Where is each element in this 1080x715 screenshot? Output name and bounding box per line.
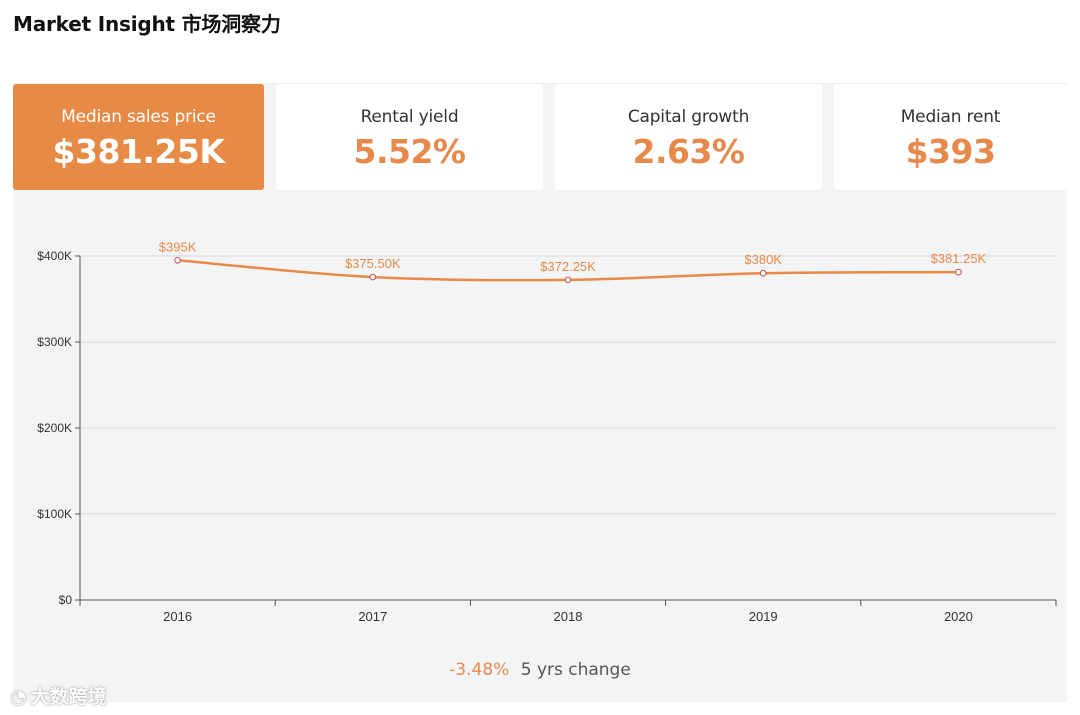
y-tick-label: $200K: [37, 421, 72, 435]
page-title: Market Insight 市场洞察力: [13, 12, 281, 36]
data-label: $380K: [744, 252, 782, 267]
change-value: -3.48%: [449, 660, 510, 680]
y-tick-label: $0: [59, 593, 73, 607]
data-label: $372.25K: [540, 259, 596, 274]
x-tick-label: 2020: [944, 609, 973, 624]
divider: [13, 83, 1067, 84]
card-rental-yield[interactable]: Rental yield 5.52%: [276, 84, 543, 190]
y-tick-label: $100K: [37, 507, 72, 521]
watermark-text: 大数跨境: [30, 686, 107, 708]
y-tick-label: $300K: [37, 335, 72, 349]
data-point: [564, 276, 572, 284]
x-tick-label: 2018: [554, 609, 583, 624]
y-tick-label: $400K: [37, 249, 72, 263]
data-label: $375.50K: [345, 256, 401, 271]
data-point: [369, 273, 377, 281]
x-tick-label: 2019: [749, 609, 778, 624]
x-tick-label: 2017: [358, 609, 387, 624]
card-median-sales-price[interactable]: Median sales price $381.25K: [13, 84, 264, 190]
card-value: 2.63%: [632, 132, 746, 171]
card-label: Median sales price: [61, 107, 216, 127]
card-label: Median rent: [900, 107, 1001, 127]
card-label: Rental yield: [360, 107, 459, 127]
change-label: 5 yrs change: [520, 660, 631, 680]
logo-icon: ◔: [10, 686, 27, 708]
card-median-rent[interactable]: Median rent $393: [834, 84, 1067, 190]
watermark: ◔ 大数跨境: [10, 682, 107, 709]
data-label: $395K: [159, 239, 197, 254]
x-tick-label: 2016: [163, 609, 192, 624]
card-value: $381.25K: [52, 132, 225, 171]
data-label: $381.25K: [931, 251, 987, 266]
card-label: Capital growth: [627, 107, 750, 127]
card-capital-growth[interactable]: Capital growth 2.63%: [555, 84, 822, 190]
card-value: $393: [905, 132, 996, 171]
card-value: 5.52%: [353, 132, 467, 171]
data-point: [759, 269, 767, 277]
data-point: [174, 257, 181, 264]
five-year-change: -3.48% 5 yrs change: [0, 660, 1080, 680]
data-point: [955, 268, 962, 276]
